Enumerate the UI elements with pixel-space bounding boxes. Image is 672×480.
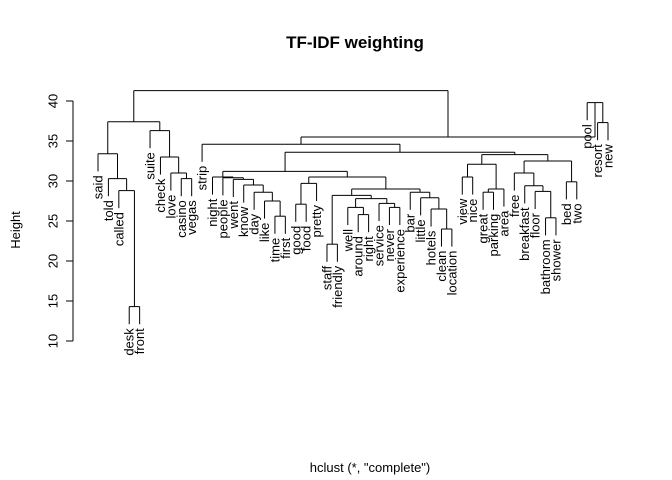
leaf-label: hotels: [424, 230, 439, 265]
y-tick-label: 40: [46, 94, 61, 108]
leaf-label: around: [351, 236, 366, 276]
leaf-label: called: [111, 212, 126, 246]
leaf-label: resort: [590, 144, 605, 178]
leaf-label: suite: [143, 152, 158, 179]
y-tick-label: 25: [46, 214, 61, 228]
leaf-label: good: [288, 226, 303, 255]
leaf-label: desk: [122, 328, 137, 356]
leaf-label: day: [247, 213, 262, 234]
leaf-label: great: [476, 213, 491, 243]
y-tick-label: 10: [46, 334, 61, 348]
leaf-label: night: [205, 198, 220, 227]
leaf-label: bathroom: [538, 239, 553, 294]
leaf-label: never: [382, 228, 397, 261]
leaf-label: food: [299, 226, 314, 251]
leaf-label: new: [601, 144, 616, 168]
leaf-label: went: [226, 201, 241, 230]
y-tick-label: 35: [46, 134, 61, 148]
leaf-label: staff: [319, 265, 334, 290]
leaf-label: check: [153, 178, 168, 212]
y-axis-label: Height: [8, 211, 23, 249]
chart-title: TF-IDF weighting: [286, 33, 424, 52]
leaf-label: bed: [559, 203, 574, 225]
leaf-label: like: [257, 223, 272, 243]
leaf-label: right: [361, 236, 376, 262]
leaf-label: time: [267, 238, 282, 263]
leaf-label: service: [372, 225, 387, 266]
leaf-label: friendly: [330, 265, 345, 307]
x-axis-label: hclust (*, "complete"): [310, 460, 431, 475]
leaf-label: told: [101, 200, 116, 221]
leaf-label: little: [413, 219, 428, 242]
leaf-label: location: [444, 251, 459, 296]
leaf-label: front: [132, 328, 147, 354]
leaf-label: floor: [528, 212, 543, 238]
leaf-label: free: [507, 195, 522, 217]
y-axis: 10 15 20 25 30 35 40: [46, 94, 74, 348]
leaf-label: view: [455, 198, 470, 225]
leaf-label: strip: [195, 166, 210, 191]
leaf-label: pool: [580, 124, 595, 149]
leaf-label: said: [91, 175, 106, 199]
leaf-label: shower: [548, 239, 563, 282]
y-tick-label: 20: [46, 254, 61, 268]
leaf-label: know: [236, 206, 251, 237]
leaf-label: parking: [486, 214, 501, 257]
leaf-label: clean: [434, 251, 449, 282]
leaf-label: experience: [392, 229, 407, 293]
y-tick-label: 15: [46, 294, 61, 308]
leaf-label: breakfast: [517, 207, 532, 261]
leaf-label: first: [278, 237, 293, 258]
leaf-label: casino: [174, 200, 189, 238]
leaf-label: bar: [403, 213, 418, 232]
leaf-label: nice: [465, 199, 480, 223]
y-tick-label: 30: [46, 174, 61, 188]
dendrogram-links: [97, 90, 609, 325]
leaf-label: love: [163, 195, 178, 219]
leaf-label: well: [340, 229, 355, 253]
leaf-label: vegas: [184, 200, 199, 235]
leaf-label: area: [496, 210, 511, 237]
leaf-label: pretty: [309, 205, 324, 238]
leaf-label: people: [215, 199, 230, 238]
leaf-label: two: [569, 203, 584, 223]
